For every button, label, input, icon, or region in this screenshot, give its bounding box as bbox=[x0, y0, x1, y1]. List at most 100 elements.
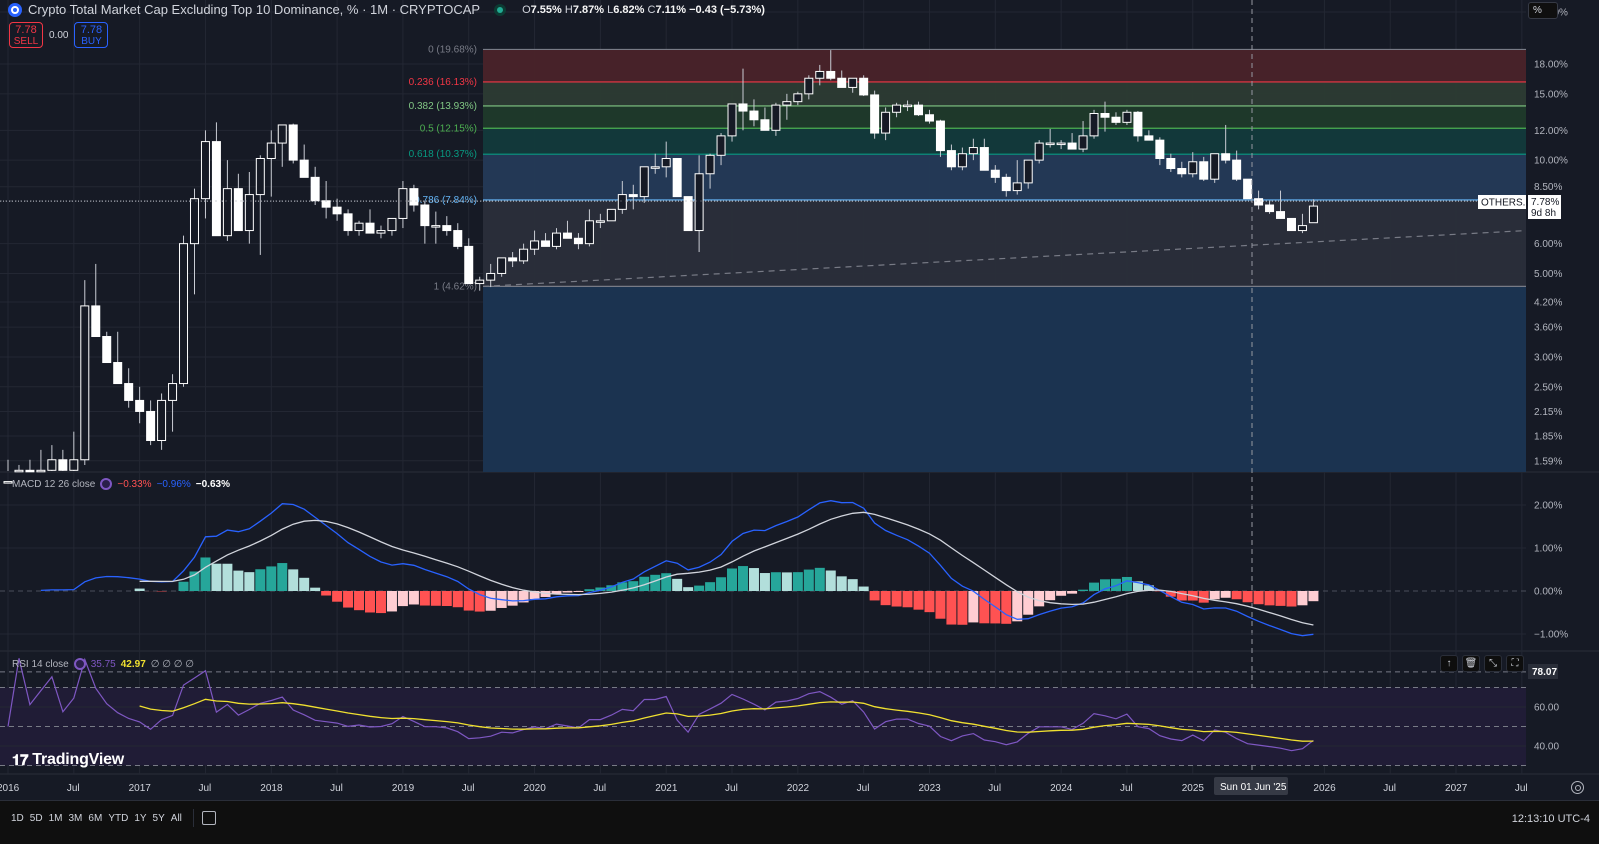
candle[interactable] bbox=[277, 124, 287, 167]
scale-mode-button[interactable]: % bbox=[1528, 2, 1558, 19]
candle[interactable] bbox=[1045, 128, 1055, 148]
candle[interactable] bbox=[36, 449, 46, 473]
candle[interactable] bbox=[420, 200, 430, 244]
candle[interactable] bbox=[1188, 152, 1198, 178]
candle[interactable] bbox=[793, 91, 803, 106]
candle[interactable] bbox=[716, 133, 726, 166]
candle[interactable] bbox=[968, 138, 978, 161]
candle[interactable] bbox=[486, 263, 496, 288]
candle[interactable] bbox=[826, 50, 836, 81]
candle[interactable] bbox=[1286, 217, 1296, 232]
range-1d-button[interactable]: 1D bbox=[11, 812, 24, 824]
candle[interactable] bbox=[1100, 101, 1110, 132]
candle[interactable] bbox=[1012, 160, 1022, 195]
candle[interactable] bbox=[584, 209, 594, 247]
candle[interactable] bbox=[255, 155, 265, 255]
candle[interactable] bbox=[935, 119, 945, 157]
candle[interactable] bbox=[80, 280, 90, 465]
candle[interactable] bbox=[760, 107, 770, 131]
indicator-settings-icon[interactable] bbox=[73, 658, 86, 670]
candle[interactable] bbox=[58, 449, 68, 471]
candle[interactable] bbox=[705, 153, 715, 189]
candle[interactable] bbox=[1210, 153, 1220, 183]
tradingview-logo[interactable]: 𝟏𝟕 TradingView bbox=[12, 751, 124, 769]
candle[interactable] bbox=[69, 431, 79, 471]
candle[interactable] bbox=[508, 252, 518, 268]
candle[interactable] bbox=[694, 155, 704, 253]
candle[interactable] bbox=[299, 144, 309, 178]
candle[interactable] bbox=[1308, 199, 1318, 224]
candle[interactable] bbox=[47, 445, 57, 471]
candle[interactable] bbox=[3, 459, 13, 484]
candle[interactable] bbox=[903, 100, 913, 112]
candle[interactable] bbox=[1034, 140, 1044, 164]
move-pane-up-button[interactable]: ↑ bbox=[1440, 655, 1458, 672]
candle[interactable] bbox=[541, 233, 551, 247]
candle[interactable] bbox=[365, 209, 375, 234]
candle[interactable] bbox=[288, 123, 298, 164]
candle[interactable] bbox=[530, 230, 540, 255]
candle[interactable] bbox=[475, 276, 485, 291]
trend-line[interactable] bbox=[482, 229, 1527, 287]
candle[interactable] bbox=[266, 130, 276, 197]
candle[interactable] bbox=[837, 70, 847, 88]
candle[interactable] bbox=[189, 188, 199, 295]
candle[interactable] bbox=[1254, 190, 1264, 210]
candle[interactable] bbox=[804, 75, 814, 100]
candle[interactable] bbox=[562, 220, 572, 239]
buy-button[interactable]: 7.78 BUY bbox=[74, 22, 109, 48]
candle[interactable] bbox=[979, 138, 989, 171]
macd-legend[interactable]: MACD 12 26 close −0.33% −0.96% −0.63% bbox=[12, 478, 230, 490]
candle[interactable] bbox=[431, 211, 441, 244]
candle[interactable] bbox=[146, 400, 156, 446]
range-3m-button[interactable]: 3M bbox=[68, 812, 83, 824]
collapse-pane-button[interactable]: ⤡ bbox=[1484, 655, 1502, 672]
candle[interactable] bbox=[453, 223, 463, 250]
candle[interactable] bbox=[1078, 121, 1088, 153]
symbol-title[interactable]: Crypto Total Market Cap Excluding Top 10… bbox=[28, 2, 481, 17]
candle[interactable] bbox=[1111, 112, 1121, 125]
candle[interactable] bbox=[650, 153, 660, 174]
candle[interactable] bbox=[354, 220, 364, 236]
candle[interactable] bbox=[398, 181, 408, 229]
clock-timezone[interactable]: 12:13:10 UTC-4 bbox=[1511, 813, 1590, 825]
range-ytd-button[interactable]: YTD bbox=[108, 812, 129, 824]
candle[interactable] bbox=[14, 464, 24, 473]
candle[interactable] bbox=[1023, 159, 1033, 189]
candle[interactable] bbox=[552, 228, 561, 250]
candle[interactable] bbox=[595, 213, 605, 229]
maximize-pane-button[interactable]: ⛶ bbox=[1506, 655, 1524, 672]
candle[interactable] bbox=[1155, 137, 1165, 166]
range-5d-button[interactable]: 5D bbox=[29, 812, 43, 824]
chart-settings-gear-icon[interactable] bbox=[1571, 781, 1584, 794]
go-to-date-calendar-icon[interactable] bbox=[201, 811, 216, 825]
candle[interactable] bbox=[881, 107, 891, 141]
indicator-settings-icon[interactable] bbox=[100, 478, 113, 490]
candle[interactable] bbox=[617, 181, 627, 214]
candle[interactable] bbox=[946, 144, 956, 171]
candle[interactable] bbox=[179, 235, 189, 387]
candle[interactable] bbox=[749, 99, 759, 127]
candle[interactable] bbox=[1133, 111, 1143, 142]
candle[interactable] bbox=[91, 263, 101, 338]
candle[interactable] bbox=[1199, 156, 1209, 182]
candle[interactable] bbox=[1243, 178, 1253, 200]
candle[interactable] bbox=[661, 141, 671, 178]
sell-button[interactable]: 7.78 SELL bbox=[9, 22, 43, 48]
candle[interactable] bbox=[464, 238, 474, 285]
market-status-icon[interactable] bbox=[494, 3, 507, 16]
candle[interactable] bbox=[497, 257, 507, 277]
candle[interactable] bbox=[727, 103, 737, 142]
candle[interactable] bbox=[343, 209, 353, 236]
range-1y-button[interactable]: 1Y bbox=[134, 812, 147, 824]
candle[interactable] bbox=[1001, 173, 1011, 197]
candle[interactable] bbox=[892, 102, 902, 118]
candle[interactable] bbox=[1056, 140, 1066, 150]
candle[interactable] bbox=[1297, 213, 1307, 234]
candle[interactable] bbox=[924, 109, 934, 124]
candle[interactable] bbox=[102, 331, 112, 364]
range-all-button[interactable]: All bbox=[170, 812, 182, 824]
candle[interactable] bbox=[1276, 190, 1286, 219]
candle[interactable] bbox=[870, 90, 880, 139]
candle[interactable] bbox=[738, 68, 748, 131]
